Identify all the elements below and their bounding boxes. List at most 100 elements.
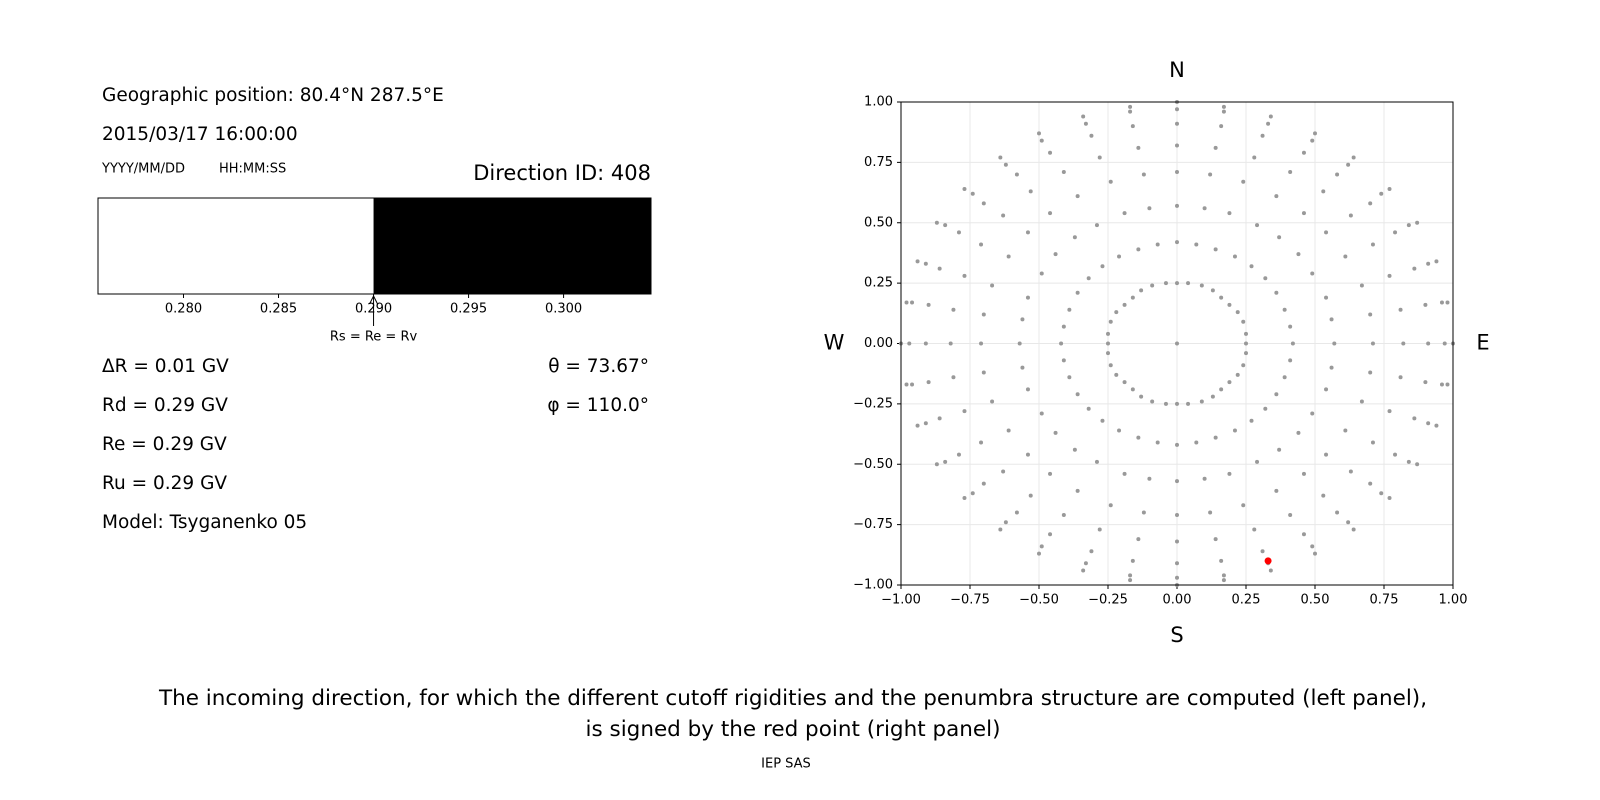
stat: Rd = 0.29 GV <box>102 395 228 416</box>
direction-point <box>1122 302 1127 307</box>
direction-point <box>1401 341 1406 346</box>
direction-point <box>1075 392 1080 397</box>
x-tick-label: 0.300 <box>545 302 582 317</box>
direction-point <box>1175 575 1179 580</box>
direction-point <box>1175 539 1179 544</box>
direction-point <box>1387 186 1392 191</box>
direction-point <box>1089 133 1094 138</box>
x-tick-label: −0.50 <box>1019 593 1059 608</box>
footer: IEP SAS <box>761 757 811 772</box>
region-above <box>373 198 651 294</box>
direction-point <box>1263 406 1268 411</box>
direction-point <box>981 312 986 317</box>
direction-point <box>1263 276 1268 281</box>
direction-point <box>1048 471 1053 476</box>
direction-point <box>1001 213 1006 218</box>
direction-point <box>1014 172 1019 177</box>
direction-point <box>1175 170 1179 175</box>
direction-point <box>1086 276 1091 281</box>
direction-point <box>915 423 920 428</box>
direction-point <box>910 300 915 305</box>
direction-point <box>934 220 939 225</box>
direction-point <box>1219 387 1224 392</box>
direction-point <box>1003 520 1008 525</box>
direction-point <box>1426 261 1431 266</box>
direction-point <box>1114 372 1119 377</box>
direction-point <box>1039 271 1044 276</box>
region-below <box>98 198 374 294</box>
direction-point <box>1130 124 1135 129</box>
direction-point <box>1324 295 1329 300</box>
direction-point <box>962 409 967 414</box>
direction-point <box>1003 162 1008 167</box>
direction-point <box>1290 341 1295 346</box>
direction-point <box>1210 288 1215 293</box>
direction-point <box>1288 324 1293 329</box>
direction-point <box>1114 310 1119 315</box>
direction-point <box>1282 307 1287 312</box>
direction-point <box>1075 290 1080 295</box>
model: Model: Tsyganenko 05 <box>102 512 307 533</box>
direction-point <box>1241 319 1246 324</box>
direction-point <box>1094 459 1099 464</box>
y-tick-label: −0.25 <box>853 396 893 411</box>
x-tick-label: 0.25 <box>1232 593 1261 608</box>
direction-point <box>956 452 961 457</box>
frame <box>97 197 652 295</box>
direction-point <box>1067 307 1072 312</box>
direction-point <box>1020 317 1025 322</box>
direction-point <box>1415 462 1420 467</box>
direction-point <box>1252 527 1257 532</box>
direction-point <box>1351 527 1356 532</box>
direction-point <box>1136 145 1141 150</box>
direction-point <box>951 307 956 312</box>
direction-point <box>1108 319 1113 324</box>
direction-point <box>1136 247 1141 252</box>
direction-point <box>1379 191 1384 196</box>
direction-point <box>1324 452 1329 457</box>
direction-point <box>1175 401 1179 406</box>
direction-point <box>1053 252 1058 257</box>
direction-point <box>1406 223 1411 228</box>
direction-point <box>1359 283 1364 288</box>
direction-point <box>1075 488 1080 493</box>
direction-point <box>1301 471 1306 476</box>
direction-point <box>1025 230 1030 235</box>
direction-point <box>1202 206 1207 211</box>
direction-point <box>1097 155 1102 160</box>
direction-point <box>1061 170 1066 175</box>
direction-point <box>1106 341 1110 346</box>
direction-point <box>1219 124 1224 129</box>
direction-point <box>1368 312 1373 317</box>
direction-point <box>1061 358 1066 363</box>
direction-point <box>1175 281 1179 286</box>
direction-point <box>1370 440 1375 445</box>
direction-point <box>1241 179 1246 184</box>
direction-point <box>943 459 948 464</box>
direction-point <box>1213 435 1218 440</box>
direction-point <box>1324 387 1329 392</box>
direction-point <box>1130 295 1135 300</box>
direction-point <box>1122 471 1127 476</box>
direction-point <box>1346 520 1351 525</box>
direction-point <box>1310 544 1315 549</box>
direction-point <box>1072 235 1077 240</box>
direction-point <box>1020 365 1025 370</box>
direction-point <box>1037 131 1041 136</box>
direction-point <box>1439 382 1444 387</box>
direction-point <box>1244 351 1248 356</box>
compass-west: W <box>824 331 845 355</box>
y-tick-label: 0.50 <box>864 215 893 230</box>
direction-point <box>1266 121 1271 126</box>
direction-point <box>1221 104 1226 109</box>
plot-frame <box>900 101 1454 586</box>
direction-point <box>910 382 915 387</box>
datetime: 2015/03/17 16:00:00 <box>102 124 298 145</box>
direction-point <box>1244 341 1248 346</box>
direction-point <box>1227 380 1232 385</box>
direction-point <box>1006 254 1011 259</box>
x-tick-label: 0.50 <box>1301 593 1330 608</box>
direction-point <box>1139 394 1144 399</box>
direction-point <box>1199 283 1204 288</box>
direction-point <box>1208 172 1213 177</box>
